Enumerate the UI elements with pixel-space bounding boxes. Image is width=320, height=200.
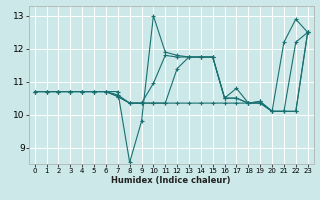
X-axis label: Humidex (Indice chaleur): Humidex (Indice chaleur): [111, 176, 231, 185]
